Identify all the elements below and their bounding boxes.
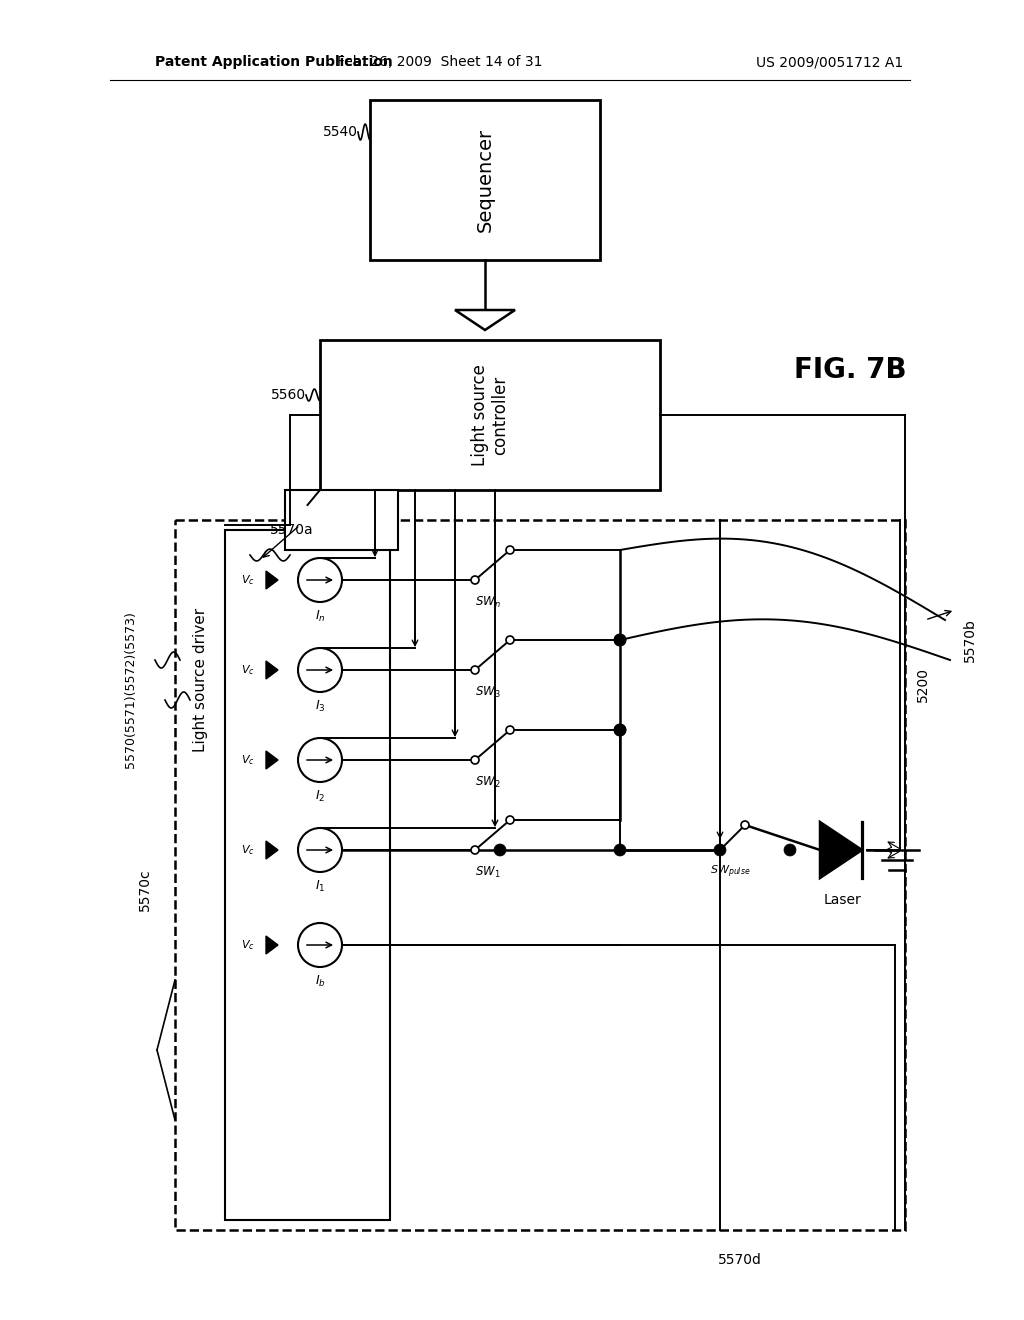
Text: $SW_{pulse}$: $SW_{pulse}$ — [710, 863, 751, 880]
Circle shape — [298, 923, 342, 968]
Polygon shape — [820, 822, 862, 878]
Circle shape — [614, 634, 626, 645]
Circle shape — [741, 821, 749, 829]
Text: 5560: 5560 — [271, 388, 306, 403]
Text: $V_c$: $V_c$ — [241, 939, 255, 952]
Text: $SW_n$: $SW_n$ — [475, 594, 501, 610]
Text: Patent Application Publication: Patent Application Publication — [155, 55, 393, 69]
Bar — [175, 520, 905, 1230]
Text: US 2009/0051712 A1: US 2009/0051712 A1 — [757, 55, 903, 69]
Circle shape — [506, 726, 514, 734]
Text: $SW_2$: $SW_2$ — [475, 775, 501, 789]
Circle shape — [506, 546, 514, 554]
Text: Light source driver: Light source driver — [193, 609, 208, 752]
Text: 5570a: 5570a — [270, 523, 313, 537]
Circle shape — [784, 843, 796, 855]
Circle shape — [298, 738, 342, 781]
Circle shape — [494, 843, 506, 855]
Text: $V_c$: $V_c$ — [241, 573, 255, 587]
Bar — [319, 341, 660, 490]
Text: 5540: 5540 — [323, 125, 358, 139]
Circle shape — [714, 843, 726, 855]
Text: $I_b$: $I_b$ — [314, 973, 326, 989]
Text: $V_c$: $V_c$ — [241, 843, 255, 857]
Circle shape — [471, 846, 479, 854]
Polygon shape — [266, 841, 278, 859]
Circle shape — [614, 723, 626, 737]
Polygon shape — [266, 572, 278, 589]
Polygon shape — [266, 661, 278, 678]
Text: $I_1$: $I_1$ — [314, 878, 326, 894]
Circle shape — [614, 843, 626, 855]
Text: 5200: 5200 — [916, 668, 930, 702]
Polygon shape — [266, 751, 278, 770]
Text: 5570c: 5570c — [138, 869, 152, 911]
Text: 5570d: 5570d — [718, 1253, 762, 1267]
Text: $V_c$: $V_c$ — [241, 663, 255, 677]
Text: Light source
controller: Light source controller — [471, 364, 509, 466]
Bar — [225, 531, 390, 1220]
Circle shape — [471, 667, 479, 675]
Polygon shape — [266, 936, 278, 954]
Circle shape — [471, 756, 479, 764]
Text: $I_n$: $I_n$ — [314, 609, 326, 623]
Circle shape — [614, 723, 626, 737]
Text: $I_3$: $I_3$ — [314, 698, 326, 714]
Text: 5570b: 5570b — [963, 618, 977, 661]
Text: $SW_3$: $SW_3$ — [475, 685, 501, 700]
Text: 5570(5571)(5572)(5573): 5570(5571)(5572)(5573) — [124, 611, 136, 768]
Circle shape — [614, 634, 626, 645]
Circle shape — [506, 816, 514, 824]
Text: $SW_1$: $SW_1$ — [475, 865, 501, 879]
Circle shape — [471, 576, 479, 583]
Text: $V_c$: $V_c$ — [241, 754, 255, 767]
Bar — [370, 100, 600, 260]
Text: Feb. 26, 2009  Sheet 14 of 31: Feb. 26, 2009 Sheet 14 of 31 — [337, 55, 543, 69]
Circle shape — [716, 846, 724, 854]
Polygon shape — [455, 310, 515, 330]
Text: $I_2$: $I_2$ — [314, 788, 326, 804]
Bar — [285, 490, 398, 550]
Circle shape — [298, 558, 342, 602]
Circle shape — [298, 828, 342, 873]
Circle shape — [506, 636, 514, 644]
Circle shape — [298, 648, 342, 692]
Text: Sequencer: Sequencer — [475, 128, 495, 232]
Text: Laser: Laser — [823, 894, 861, 907]
Text: FIG. 7B: FIG. 7B — [794, 356, 906, 384]
